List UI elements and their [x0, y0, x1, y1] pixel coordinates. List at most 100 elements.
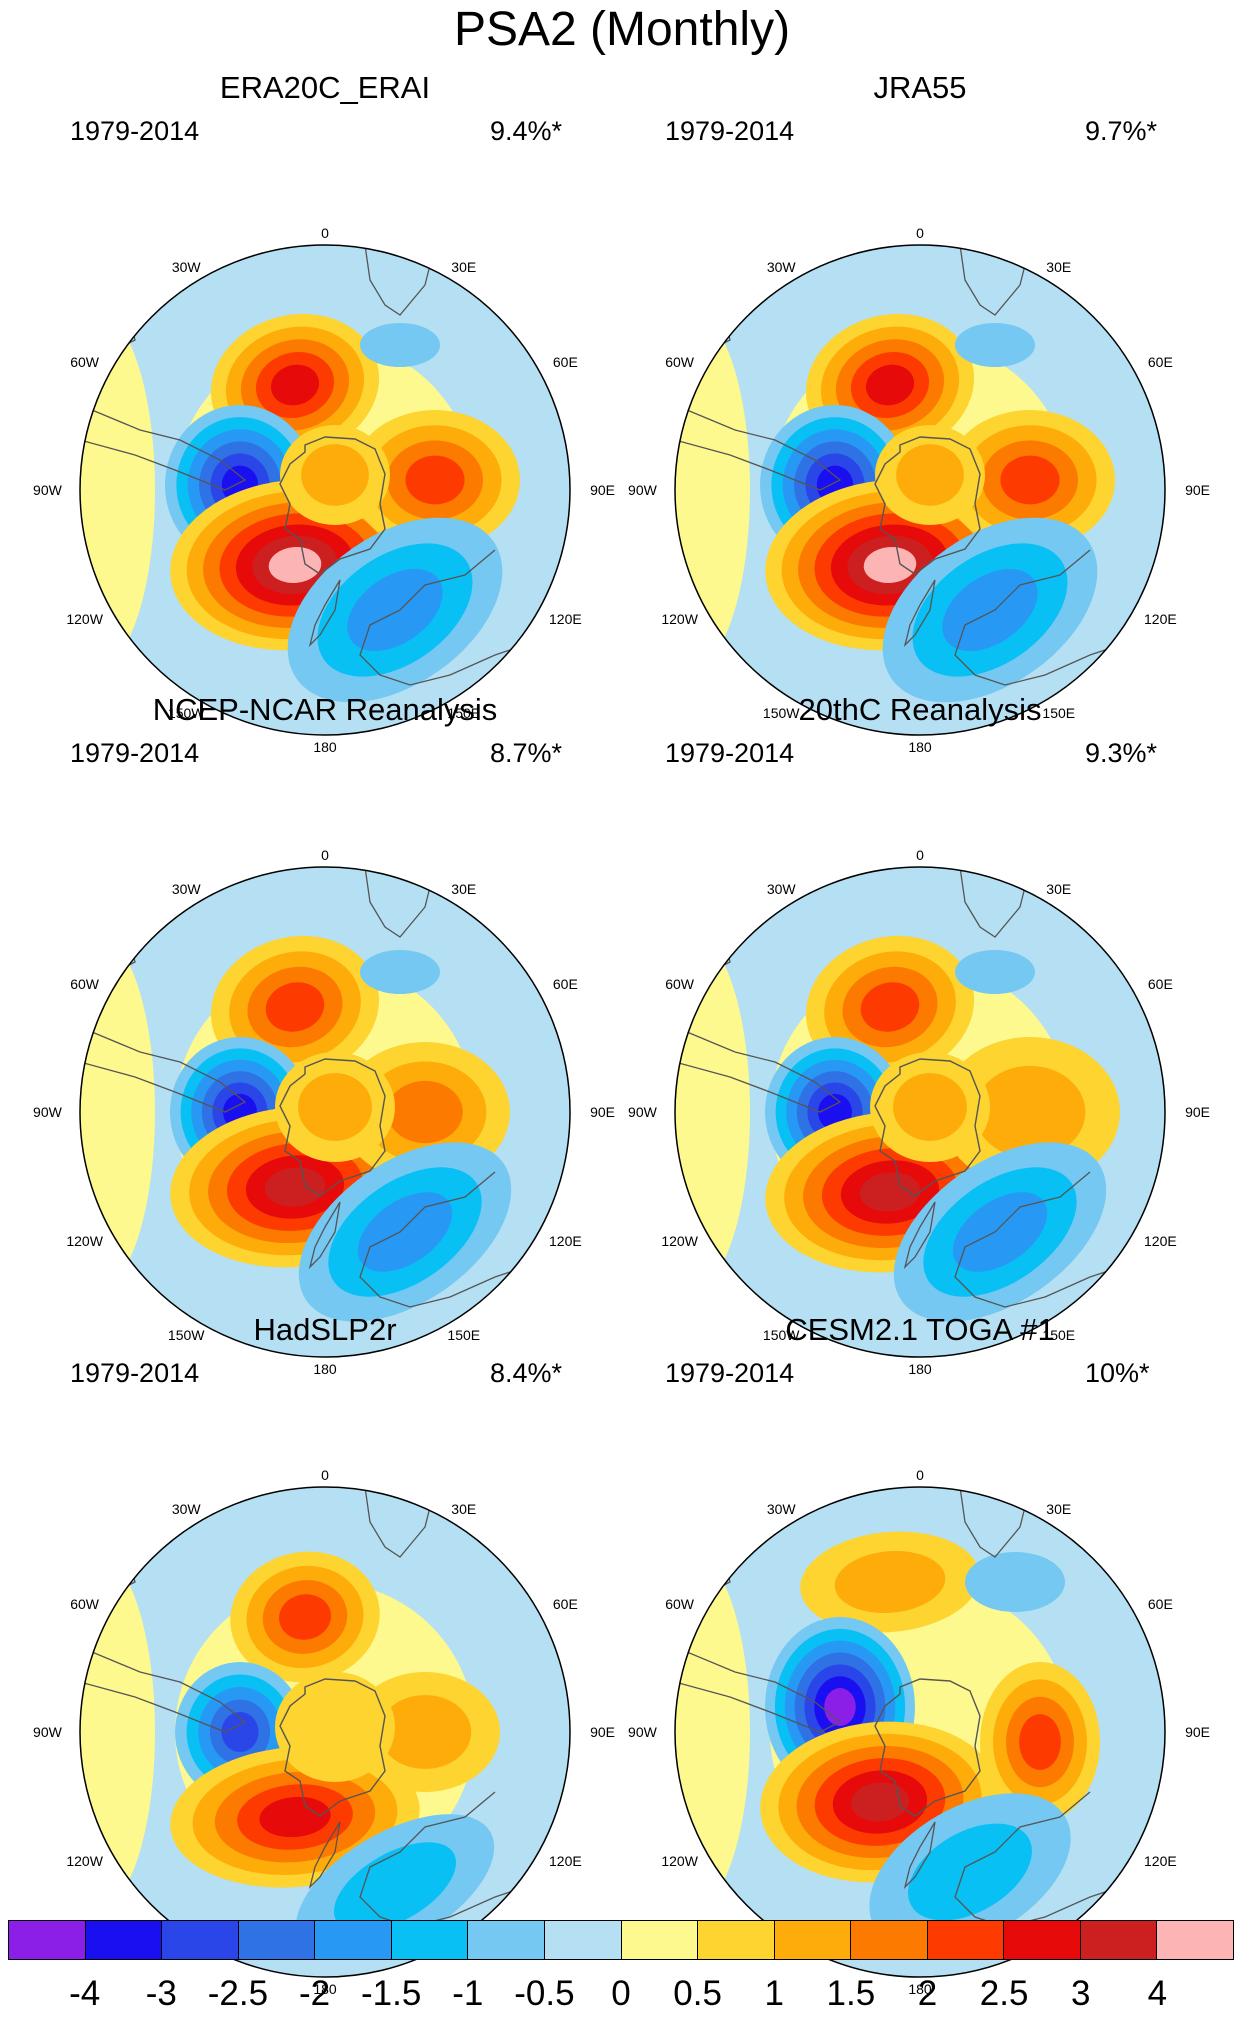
south-america-coastline	[675, 404, 842, 491]
longitude-label: 30E	[451, 259, 477, 276]
map-border	[79, 1486, 571, 1978]
africa-coastline	[364, 1487, 431, 1558]
longitude-label: 120W	[66, 610, 103, 627]
contour-level	[850, 1782, 910, 1822]
longitude-label: 120E	[549, 610, 582, 627]
longitude-label: 150W	[762, 704, 800, 721]
panel-title: HadSLP2r	[253, 1312, 397, 1347]
longitude-label: 90W	[33, 1104, 62, 1120]
polar-map	[0, 70, 650, 755]
colorbar-swatch	[468, 1921, 545, 1959]
contour-level	[221, 1712, 259, 1752]
south-america-coastline	[80, 404, 247, 491]
longitude-label: 0	[321, 225, 329, 241]
figure-title: PSA2 (Monthly)	[453, 3, 791, 56]
longitude-label: 90E	[590, 482, 616, 498]
panel-title: 20thC Reanalysis	[798, 692, 1042, 727]
variance-label: 8.7%*	[490, 738, 563, 768]
contour-level	[264, 1167, 326, 1207]
longitude-label: 120W	[661, 1232, 698, 1249]
map-border	[674, 244, 1166, 736]
colorbar-swatch	[774, 1921, 852, 1959]
longitude-label: 150W	[762, 1326, 800, 1343]
contour-level	[834, 1550, 946, 1614]
colorbar-tick-label: 2.5	[979, 1974, 1029, 2013]
contour-level	[275, 1672, 395, 1782]
longitude-label: 60W	[70, 353, 100, 370]
contour-level	[860, 982, 920, 1032]
colorbar-tick-label: -2.5	[207, 1974, 269, 2013]
contour-level	[896, 444, 964, 506]
longitude-label: 30E	[1046, 1501, 1072, 1518]
colorbar-swatch	[85, 1921, 163, 1959]
longitude-label: 0	[916, 225, 924, 241]
south-america-coastline	[675, 1026, 842, 1113]
australia-coastline	[359, 549, 526, 686]
longitude-label: 30E	[1046, 259, 1072, 276]
longitude-label: 30W	[171, 1501, 201, 1518]
longitude-label: 120E	[1144, 1852, 1177, 1869]
longitude-label: 150E	[1042, 1326, 1076, 1343]
variance-label: 9.7%*	[1085, 116, 1158, 146]
variance-label: 9.4%*	[490, 116, 563, 146]
contour-level	[270, 364, 320, 406]
new-zealand-coastline	[903, 579, 936, 648]
longitude-label: 60E	[552, 353, 578, 370]
variance-label: 9.3%*	[1085, 738, 1158, 768]
panel-title: ERA20C_ERAI	[219, 70, 431, 105]
contour-level	[1019, 1714, 1061, 1770]
colorbar-tick-label: 4	[1147, 1974, 1168, 2013]
colorbar-swatch	[621, 1921, 699, 1959]
south-america-east-coastline	[114, 871, 136, 973]
africa-coastline	[364, 245, 431, 316]
antarctica-coastline	[279, 436, 386, 575]
colorbar-tick-label: 3	[1071, 1974, 1091, 2013]
longitude-label: 90W	[33, 482, 62, 498]
contour-level	[859, 1172, 921, 1212]
australia-coastline	[954, 549, 1121, 686]
colorbar-swatch	[9, 1921, 86, 1959]
australia-coastline	[954, 1791, 1121, 1928]
longitude-label: 0	[916, 1467, 924, 1483]
contour-level	[357, 1192, 453, 1272]
longitude-label: 60W	[665, 353, 695, 370]
longitude-label: 90E	[1185, 1724, 1211, 1740]
contour-level	[675, 310, 750, 670]
colorbar-swatch	[391, 1921, 469, 1959]
contour-level	[955, 323, 1035, 367]
longitude-label: 120W	[661, 610, 698, 627]
colorbar-tick-label: -3	[145, 1974, 177, 2013]
longitude-label: 90E	[1185, 482, 1211, 498]
period-label: 1979-2014	[665, 1358, 795, 1388]
longitude-label: 180	[908, 1361, 932, 1377]
colorbar-swatch	[162, 1921, 239, 1959]
longitude-label: 60W	[665, 1595, 695, 1612]
longitude-label: 180	[313, 739, 337, 755]
contour-level	[333, 1842, 457, 1932]
antarctica-coastline	[874, 1678, 981, 1817]
polar-map	[595, 70, 1244, 755]
africa-coastline	[364, 867, 431, 938]
longitude-label: 0	[916, 847, 924, 863]
new-zealand-coastline	[903, 1821, 936, 1890]
longitude-label: 180	[908, 1981, 932, 1997]
new-zealand-coastline	[308, 1821, 341, 1890]
africa-coastline	[959, 867, 1026, 938]
longitude-label: 120W	[66, 1852, 103, 1869]
longitude-label: 30E	[1046, 881, 1072, 898]
map-panel: NCEP-NCAR Reanalysis 1979-2014 8.7%* 0 30E 6…	[0, 692, 615, 1377]
longitude-label: 60E	[1147, 353, 1173, 370]
longitude-label: 0	[321, 1467, 329, 1483]
longitude-label: 30W	[766, 1501, 796, 1518]
longitude-label: 150E	[1042, 704, 1076, 721]
colorbar-tick-label: -1	[452, 1974, 484, 2013]
period-label: 1979-2014	[665, 116, 795, 146]
contour-level	[965, 1552, 1065, 1612]
longitude-label: 90E	[590, 1724, 616, 1740]
south-america-east-coastline	[114, 249, 136, 351]
contour-level	[265, 982, 325, 1032]
contour-level	[863, 547, 917, 583]
australia-coastline	[359, 1791, 526, 1928]
polar-map	[595, 1312, 1244, 1997]
south-america-east-coastline	[114, 1491, 136, 1593]
